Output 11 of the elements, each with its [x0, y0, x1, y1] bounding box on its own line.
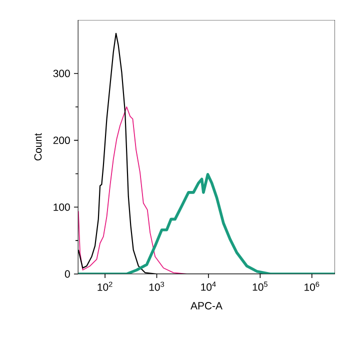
x-axis-title: APC-A [190, 302, 222, 310]
y-tick-label: 0 [64, 270, 70, 278]
x-tick-label: 10$^{3}$ [149, 282, 164, 291]
x-tick-label: 10$^{6}$ [304, 282, 320, 291]
y-axis-title: Count [34, 133, 42, 160]
y-tick-label: 200 [53, 136, 70, 144]
y-tick-label: 300 [53, 70, 70, 78]
x-tick-label: 10$^{4}$ [201, 282, 216, 291]
x-tick-label: 10$^{2}$ [98, 282, 112, 291]
y-tick-label: 100 [54, 203, 70, 211]
x-tick-label: 10$^{5}$ [252, 282, 268, 291]
